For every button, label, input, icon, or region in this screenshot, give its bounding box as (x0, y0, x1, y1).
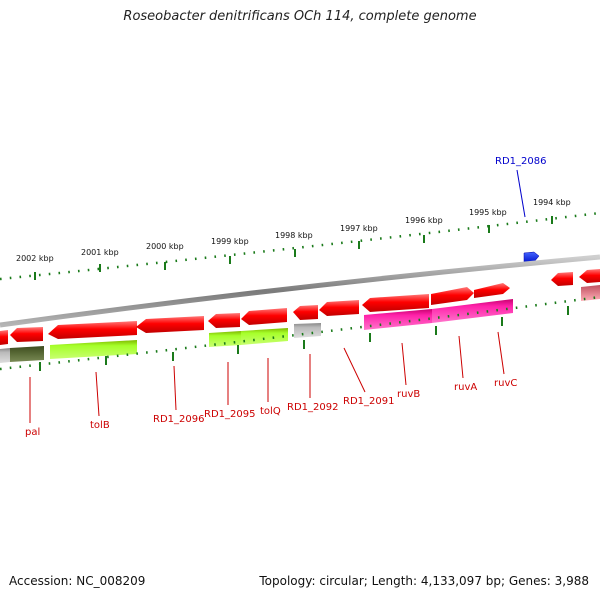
scale-label: 1995 kbp (469, 208, 507, 217)
cds-track (0, 269, 600, 345)
cog-box[interactable] (50, 340, 137, 359)
scale-label: 1994 kbp (533, 198, 571, 207)
cog-box[interactable] (10, 346, 44, 362)
gene-label-rd1-2091: RD1_2091 (343, 396, 394, 407)
gene-label-ruvB: ruvB (397, 389, 420, 400)
gene-label-pal: pal (25, 427, 40, 438)
cog-box[interactable] (0, 348, 10, 363)
lower-major-ticks (39, 306, 569, 371)
genome-summary-text: Topology: circular; Length: 4,133,097 bp… (259, 574, 589, 588)
cog-box[interactable] (294, 323, 321, 338)
gene-arrow[interactable] (241, 308, 287, 325)
gene-arrow[interactable] (551, 272, 573, 286)
lower-ring (0, 295, 600, 371)
gene-label-ruvC: ruvC (494, 378, 517, 389)
gene-arrow[interactable] (319, 300, 359, 316)
scale-label: 1996 kbp (405, 216, 443, 225)
scale-label: 1997 kbp (340, 224, 378, 233)
gene-arrow[interactable] (208, 313, 240, 328)
cog-box[interactable] (432, 299, 513, 323)
cog-box[interactable] (581, 285, 600, 301)
scale-label: 2000 kbp (146, 242, 184, 251)
gene-label-ruvA: ruvA (454, 382, 477, 393)
gene-arrow[interactable] (474, 283, 510, 298)
gene-label-rd1-2086: RD1_2086 (495, 156, 546, 167)
gene-label-rd1-2096: RD1_2096 (153, 414, 204, 425)
gene-arrow-rd1-2086[interactable] (523, 251, 540, 264)
accession-text: Accession: NC_008209 (9, 574, 146, 588)
scale-label: 1998 kbp (275, 231, 313, 240)
label-leaders (29, 169, 526, 423)
gene-arrow[interactable] (136, 316, 204, 333)
gene-labels: pal tolB RD1_2096 RD1_2095 tolQ RD1_2092… (25, 156, 546, 438)
gene-arrow[interactable] (48, 321, 137, 339)
gene-label-rd1-2095: RD1_2095 (204, 409, 255, 420)
scale-label: 2001 kbp (81, 248, 119, 257)
gene-arrow[interactable] (362, 294, 429, 312)
scale-ring (0, 211, 600, 281)
cog-box[interactable] (364, 309, 432, 330)
gene-label-tolB: tolB (90, 420, 110, 431)
cog-box[interactable] (209, 331, 241, 347)
scale-label: 2002 kbp (16, 254, 54, 263)
cog-track (0, 285, 600, 363)
scale-labels: 2002 kbp 2001 kbp 2000 kbp 1999 kbp 1998… (16, 198, 571, 263)
gene-arrow[interactable] (10, 327, 43, 342)
gene-label-tolQ: tolQ (260, 406, 281, 417)
map-title: Roseobacter denitrificans OCh 114, compl… (123, 9, 477, 24)
scale-major-ticks (34, 216, 553, 280)
gene-arrow[interactable] (293, 305, 318, 320)
cog-box[interactable] (241, 328, 288, 345)
scale-label: 1999 kbp (211, 237, 249, 246)
gene-label-rd1-2092: RD1_2092 (287, 402, 338, 413)
gene-arrow[interactable] (0, 330, 8, 345)
gene-arrow[interactable] (431, 287, 474, 305)
gene-arrow[interactable] (579, 269, 600, 283)
genome-backbone (0, 254, 600, 328)
